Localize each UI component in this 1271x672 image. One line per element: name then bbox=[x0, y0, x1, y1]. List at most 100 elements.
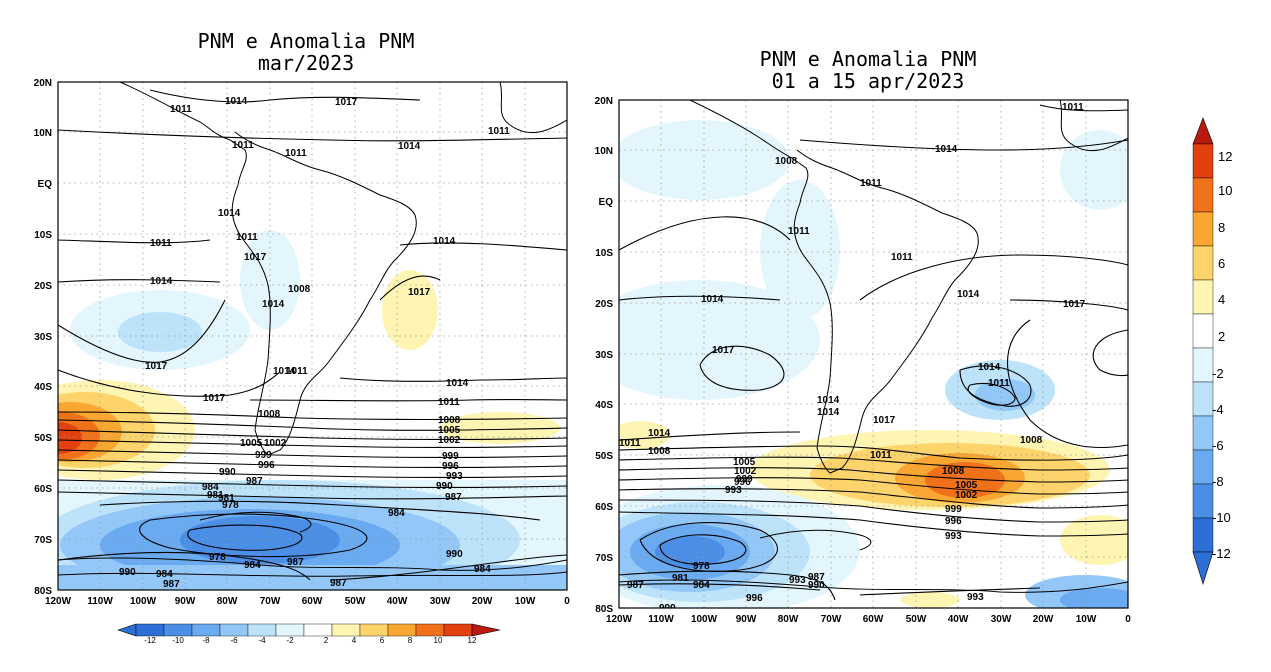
colorbar-h-label: -10 bbox=[172, 636, 184, 645]
contour-label: 984 bbox=[693, 580, 710, 591]
contour-label: 1011 bbox=[488, 126, 510, 137]
lon-tick-label: 80W bbox=[217, 596, 238, 607]
contour-label: 1008 bbox=[775, 156, 798, 167]
contour-label: 1017 bbox=[712, 345, 735, 356]
contour-label: 984 bbox=[244, 560, 261, 571]
lat-tick-label: 80S bbox=[595, 604, 613, 615]
contour-label: 1011 bbox=[860, 178, 882, 189]
contour-label: 999 bbox=[945, 504, 962, 515]
lon-tick-label: 100W bbox=[691, 614, 718, 625]
lon-tick-label: 90W bbox=[736, 614, 757, 625]
colorbar-h-label: 6 bbox=[380, 636, 385, 645]
colorbar-h-label: 4 bbox=[352, 636, 357, 645]
lat-tick-label: 20S bbox=[595, 299, 613, 310]
lon-tick-label: 30W bbox=[430, 596, 451, 607]
lat-tick-label: 70S bbox=[34, 535, 52, 546]
contour-label: 1008 bbox=[288, 284, 311, 295]
lon-tick-label: 20W bbox=[1033, 614, 1054, 625]
colorbar-h-cell bbox=[163, 623, 193, 637]
contour-label: 993 bbox=[789, 575, 806, 586]
contour-label: 1011 bbox=[619, 438, 641, 449]
contour-label: 987 bbox=[163, 579, 180, 590]
lat-tick-label: EQ bbox=[599, 197, 614, 208]
contour-label: 1014 bbox=[398, 141, 421, 152]
lon-tick-label: 60W bbox=[302, 596, 323, 607]
contour-label: 987 bbox=[246, 476, 263, 487]
colorbar-horizontal: -12 -10 -8 -6 -4 -2 2 4 6 8 10 12 bbox=[117, 623, 501, 645]
colorbar-v-label: -12 bbox=[1212, 546, 1231, 561]
colorbar-h-cell bbox=[303, 623, 333, 637]
contour-label: 990 bbox=[219, 467, 236, 478]
colorbar-h-label: 10 bbox=[434, 636, 443, 645]
contour-label: 999 bbox=[659, 603, 676, 614]
colorbar-v-cell bbox=[1192, 381, 1214, 417]
map-right-coastlines bbox=[619, 100, 1128, 593]
colorbar-vertical: 12 10 8 6 4 2 -2 -4 -6 -8 -10 -12 bbox=[1192, 117, 1232, 586]
contour-label: 1011 bbox=[891, 252, 913, 263]
contour-label: 993 bbox=[446, 471, 463, 482]
contour-label: 1014 bbox=[978, 362, 1001, 373]
colorbar-v-label: -6 bbox=[1212, 438, 1224, 453]
lat-tick-label: 70S bbox=[595, 553, 613, 564]
colorbar-v-label: 4 bbox=[1218, 292, 1225, 307]
lat-tick-label: 10N bbox=[595, 146, 613, 157]
contour-label: 987 bbox=[808, 572, 825, 583]
contour-label: 1014 bbox=[648, 428, 671, 439]
contour-label: 1011 bbox=[870, 450, 892, 461]
lat-tick-label: 30S bbox=[34, 332, 52, 343]
contour-label: 1011 bbox=[170, 104, 192, 115]
contour-label: 1014 bbox=[957, 289, 980, 300]
contour-label: 990 bbox=[119, 567, 136, 578]
map-left-isobars bbox=[58, 89, 567, 581]
colorbar-h-cell bbox=[191, 623, 221, 637]
colorbar-v-label: 10 bbox=[1218, 183, 1232, 198]
colorbar-h-label: 8 bbox=[408, 636, 413, 645]
contour-label: 1008 bbox=[438, 415, 461, 426]
lon-tick-label: 40W bbox=[948, 614, 969, 625]
colorbar-v-cell bbox=[1192, 211, 1214, 247]
contour-label: 1011 bbox=[285, 148, 307, 159]
map-right-gridlines bbox=[619, 100, 1128, 608]
contour-label: 987 bbox=[627, 580, 644, 591]
contour-label: 978 bbox=[209, 552, 226, 563]
lat-tick-label: 20S bbox=[34, 281, 52, 292]
lon-tick-label: 110W bbox=[87, 596, 113, 607]
contour-label: 999 bbox=[255, 450, 272, 461]
lon-tick-label: 0 bbox=[564, 596, 570, 607]
colorbar-h-cell bbox=[443, 623, 473, 637]
colorbar-v-cell bbox=[1192, 245, 1214, 281]
map-left-title-line2: mar/2023 bbox=[258, 51, 354, 75]
contour-label: 987 bbox=[330, 578, 347, 589]
contour-label: 1014 bbox=[701, 294, 724, 305]
contour-label: 1017 bbox=[408, 287, 431, 298]
colorbar-v-cell bbox=[1192, 143, 1214, 179]
lon-tick-label: 10W bbox=[515, 596, 536, 607]
contour-label: 1014 bbox=[817, 395, 840, 406]
lat-tick-label: EQ bbox=[38, 179, 53, 190]
colorbar-h-label: -8 bbox=[202, 636, 210, 645]
map-right-title-line2: 01 a 15 apr/2023 bbox=[772, 69, 965, 93]
contour-label: 1017 bbox=[203, 393, 226, 404]
map-left-plot-area: 1014 1017 1011 1011 1014 1011 1011 1014 … bbox=[58, 82, 567, 590]
contour-label: 996 bbox=[442, 461, 459, 472]
lon-tick-label: 110W bbox=[648, 614, 674, 625]
contour-label: 999 bbox=[442, 451, 459, 462]
map-left-gridlines bbox=[58, 82, 567, 590]
contour-label: 1011 bbox=[1062, 102, 1084, 113]
colorbar-h-cell bbox=[359, 623, 389, 637]
contour-label: 1002 bbox=[955, 490, 978, 501]
contour-label: 1017 bbox=[145, 361, 168, 372]
contour-label: 1014 bbox=[218, 208, 241, 219]
lon-tick-label: 120W bbox=[606, 614, 633, 625]
colorbar-v-cell bbox=[1192, 449, 1214, 485]
map-right-plot-area: 1011 1014 1008 1011 1011 1011 1014 1017 … bbox=[619, 100, 1128, 614]
contour-label: 1002 bbox=[438, 435, 461, 446]
map-left-title-line1: PNM e Anomalia PNM bbox=[198, 29, 415, 53]
contour-label: 993 bbox=[945, 531, 962, 542]
contour-label: 1014 bbox=[273, 366, 296, 377]
lon-tick-label: 0 bbox=[1125, 614, 1131, 625]
lat-tick-label: 20N bbox=[34, 78, 52, 89]
map-right-frame bbox=[618, 99, 1129, 609]
lat-tick-label: 50S bbox=[595, 451, 613, 462]
lat-tick-label: 20N bbox=[595, 96, 613, 107]
